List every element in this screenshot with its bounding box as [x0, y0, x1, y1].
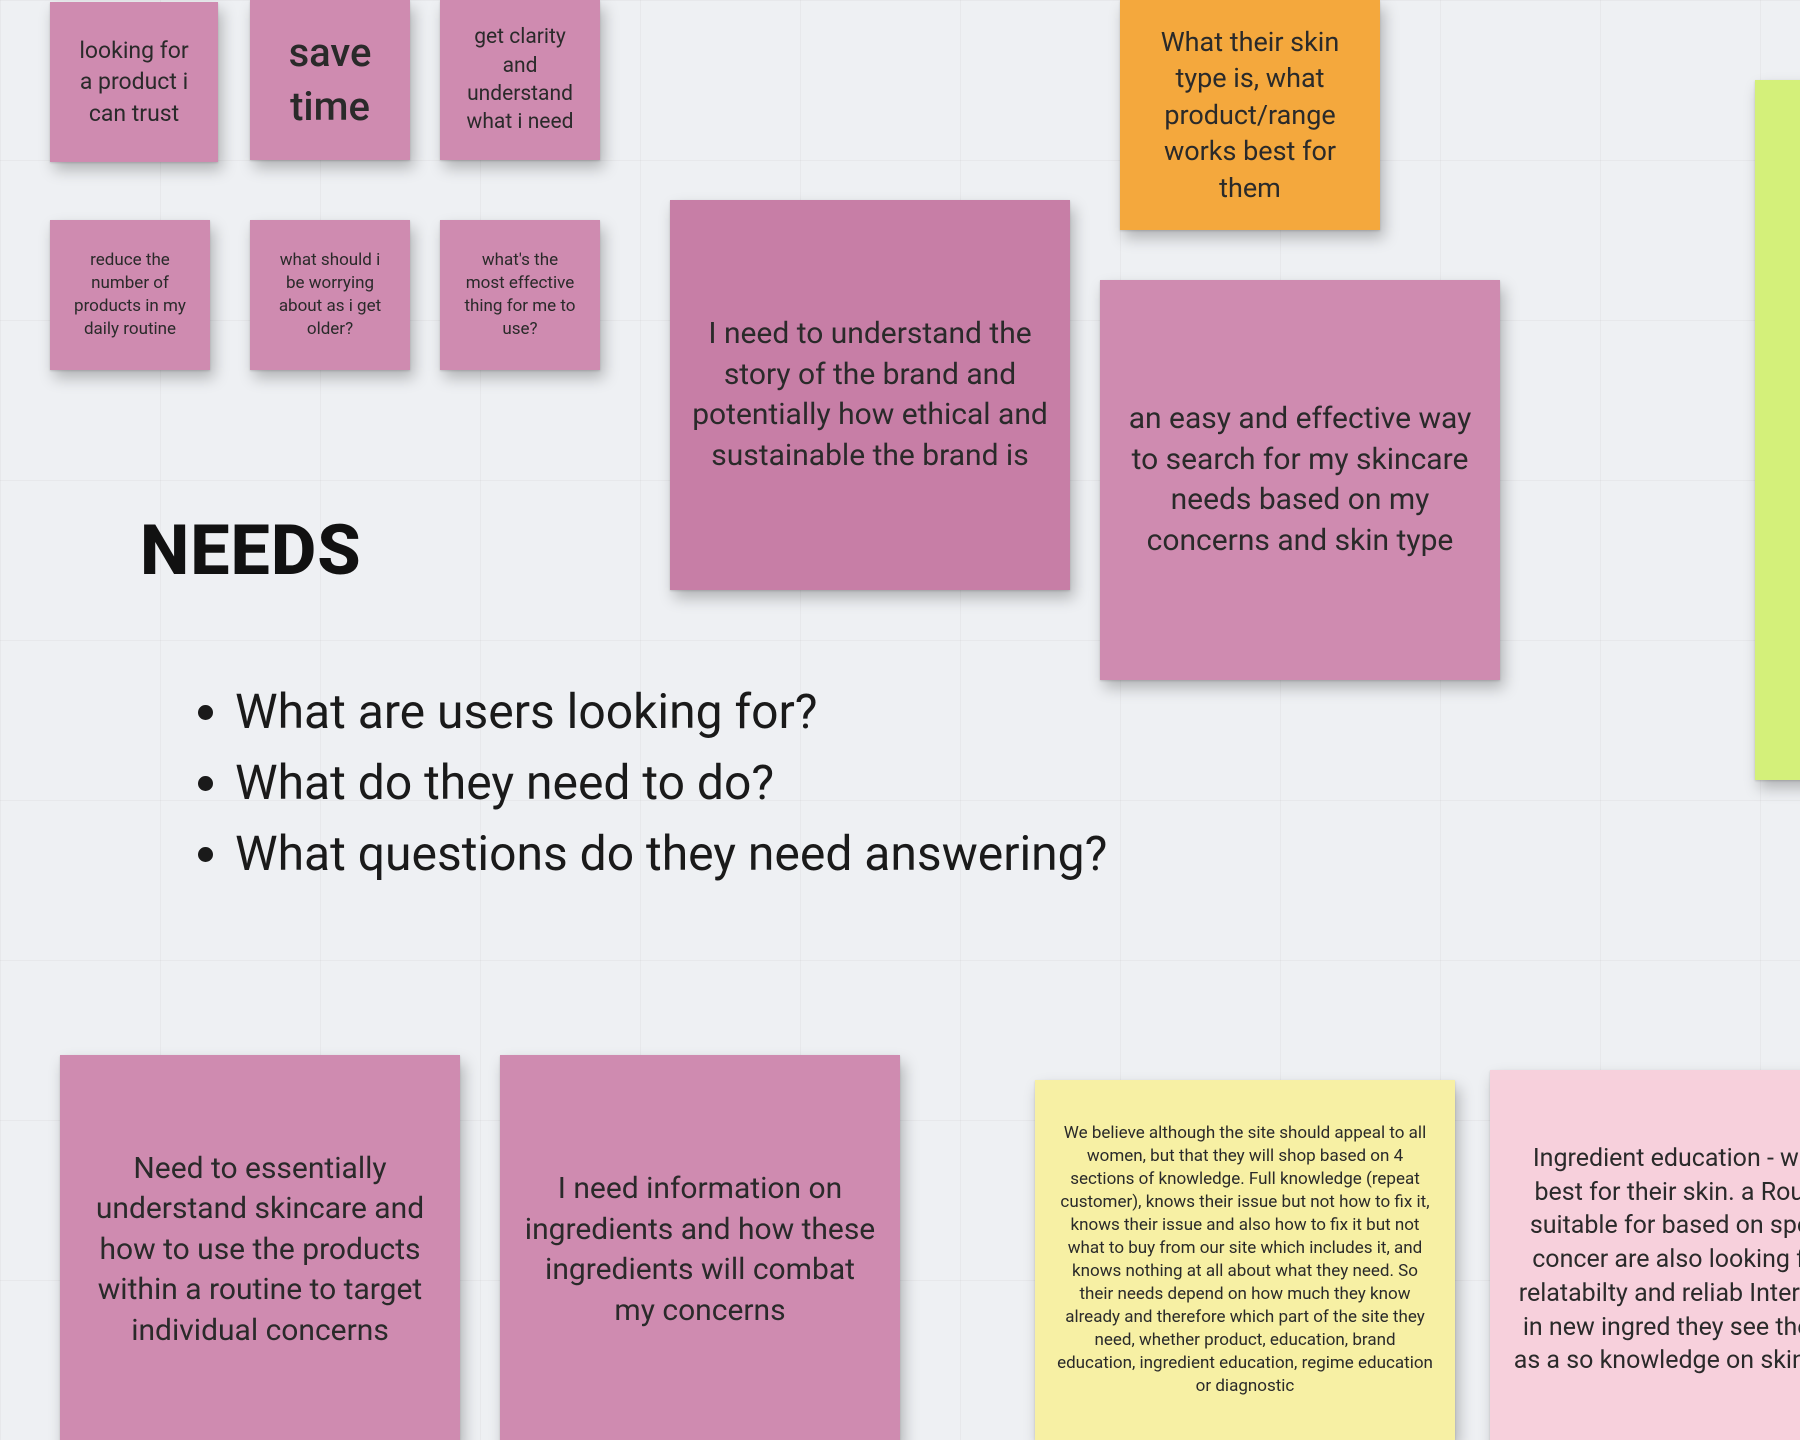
section-bullets: What are users looking for?What do they … [180, 680, 1120, 892]
bullet-list: What are users looking for?What do they … [180, 680, 1120, 886]
heading-text: NEEDS [140, 510, 362, 592]
sticky-note-routine[interactable]: Need to essentially understand skincare … [60, 1055, 460, 1440]
bullet-item: What do they need to do? [235, 751, 1120, 816]
sticky-note-text: reduce the number of products in my dail… [72, 249, 188, 341]
sticky-note-brand-story[interactable]: I need to understand the story of the br… [670, 200, 1070, 590]
sticky-note-text: I need information on ingredients and ho… [522, 1169, 878, 1331]
sticky-note-text: save time [272, 26, 388, 134]
sticky-note-effective[interactable]: what's the most effective thing for me t… [440, 220, 600, 370]
sticky-note-text: Need to essentially understand skincare … [82, 1149, 438, 1352]
sticky-note-ingredients[interactable]: I need information on ingredients and ho… [500, 1055, 900, 1440]
sticky-note-reduce[interactable]: reduce the number of products in my dail… [50, 220, 210, 370]
bullet-item: What questions do they need answering? [235, 822, 1120, 887]
sticky-note-text: We believe although the site should appe… [1057, 1122, 1433, 1397]
sticky-note-text: Ingredient education - works best for th… [1512, 1142, 1800, 1378]
sticky-note-clarity[interactable]: get clarity and understand what i need [440, 0, 600, 160]
sticky-note-text: an easy and effective way to search for … [1122, 399, 1478, 561]
sticky-note-skin-type[interactable]: What their skin type is, what product/ra… [1120, 0, 1380, 230]
sticky-note-lime-edge[interactable] [1755, 80, 1800, 780]
sticky-note-knowledge-4[interactable]: We believe although the site should appe… [1035, 1080, 1455, 1440]
sticky-note-text: looking for a product i can trust [72, 35, 196, 128]
sticky-note-worry-older[interactable]: what should i be worrying about as i get… [250, 220, 410, 370]
sticky-note-ingredient-edu[interactable]: Ingredient education - works best for th… [1490, 1070, 1800, 1440]
section-heading: NEEDS [140, 510, 362, 592]
sticky-note-text: what should i be worrying about as i get… [272, 249, 388, 341]
sticky-note-easy-search[interactable]: an easy and effective way to search for … [1100, 280, 1500, 680]
bullet-item: What are users looking for? [235, 680, 1120, 745]
sticky-note-trust[interactable]: looking for a product i can trust [50, 2, 218, 162]
sticky-note-save-time[interactable]: save time [250, 0, 410, 160]
sticky-note-text: what's the most effective thing for me t… [462, 249, 578, 341]
sticky-note-text: What their skin type is, what product/ra… [1142, 24, 1358, 206]
sticky-note-text: I need to understand the story of the br… [692, 314, 1048, 476]
sticky-note-text: get clarity and understand what i need [462, 23, 578, 136]
